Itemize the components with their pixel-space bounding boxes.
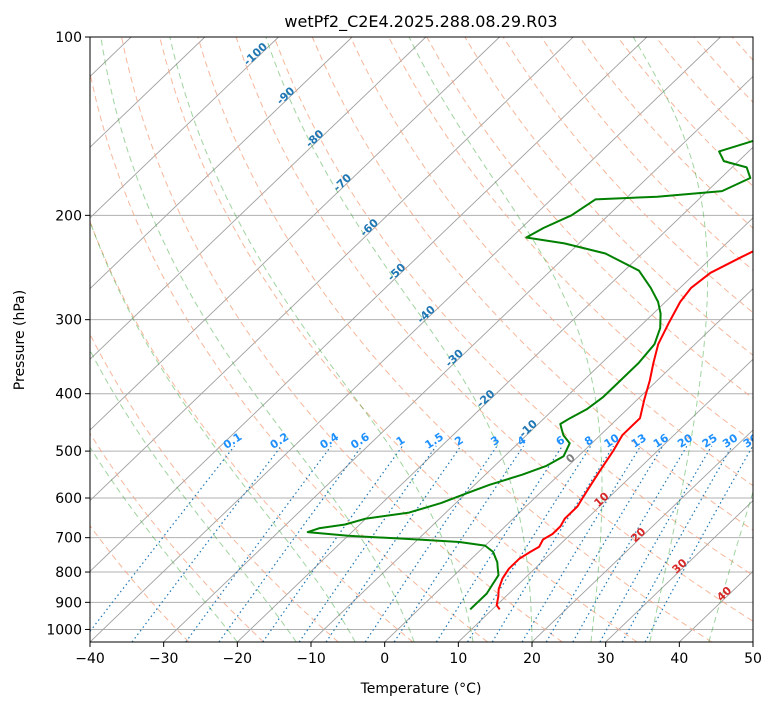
mixing-ratio-line [393, 445, 525, 642]
dry-adiabat [121, 37, 563, 642]
isotherm-line [384, 287, 753, 642]
isotherm-line [531, 429, 753, 642]
moist-adiabat [90, 220, 356, 642]
dry-adiabat [388, 37, 753, 443]
y-axis-label: Pressure (hPa) [12, 290, 28, 390]
dry-adiabat [311, 37, 753, 531]
mixing-ratio-line [185, 445, 332, 642]
chart-title: wetPf2_C2E4.2025.288.08.29.R03 [284, 12, 557, 32]
dry-adiabat [159, 37, 638, 642]
isotherm-line [90, 37, 353, 290]
isotherm-line [458, 358, 753, 642]
moist-adiabat [408, 37, 603, 642]
mixing-ratio-line [545, 445, 664, 642]
profile-lines [306, 139, 753, 611]
isotherm-line [605, 500, 753, 642]
isotherm-line [90, 37, 721, 642]
isotherm-line [90, 37, 279, 219]
y-tick-label: 500 [55, 444, 82, 460]
mixing-ratio-line [644, 445, 753, 642]
dry-adiabat [90, 70, 488, 642]
isotherm-line [90, 37, 648, 572]
y-tick-label: 800 [55, 565, 82, 581]
dry-adiabat [197, 37, 712, 642]
y-tick-label: 700 [55, 531, 82, 547]
dry-adiabat [350, 37, 753, 487]
moist-adiabat [100, 37, 415, 642]
x-tick-label: 40 [670, 651, 688, 667]
mixing-ratio-line [262, 445, 403, 642]
background-lines [90, 37, 753, 642]
x-tick-label: 10 [449, 651, 467, 667]
x-tick-label: 30 [597, 651, 615, 667]
isotherm-line [90, 37, 574, 502]
x-tick-label: −40 [75, 651, 105, 667]
moist-adiabat [169, 37, 474, 642]
dry-adiabat [90, 220, 414, 642]
isotherm-line [90, 37, 500, 431]
mixing-ratio-line [521, 445, 642, 642]
y-tick-label: 400 [55, 387, 82, 403]
y-tick-label: 200 [55, 208, 82, 224]
moist-adiabat [708, 490, 753, 642]
x-tick-label: 20 [523, 651, 541, 667]
x-axis-label: Temperature (°C) [360, 681, 482, 697]
y-tick-label: 100 [55, 30, 82, 46]
mixing-ratio-line [599, 445, 713, 642]
dry-adiabat [90, 333, 339, 642]
mixing-ratio-line [131, 445, 282, 642]
y-tick-label: 600 [55, 491, 82, 507]
mixing-ratio-line [435, 445, 563, 642]
dry-adiabat [426, 37, 753, 399]
x-tick-label: −30 [149, 651, 179, 667]
mixing-ratio-line [621, 445, 733, 642]
moist-adiabat [632, 37, 709, 642]
mixing-ratio-line [466, 445, 592, 642]
moist-adiabat [265, 37, 533, 642]
x-tick-label: −20 [223, 651, 253, 667]
mixing-ratio-line [572, 445, 688, 642]
x-tick-label: 0 [380, 651, 389, 667]
isotherm-line [90, 37, 427, 360]
isotherm-line [237, 146, 753, 642]
x-tick-label: 50 [744, 651, 762, 667]
x-tick-label: −10 [296, 651, 326, 667]
dewpoint-line [306, 139, 753, 611]
plot-frame [89, 36, 754, 643]
mixing-ratio-line [491, 445, 615, 642]
mixing-ratio-line [364, 445, 498, 642]
isotherm-line [163, 75, 753, 642]
axis-ticks: −40 −30 −20 −10 0 10 20 30 40 50 100 200 300 400 500 60… [46, 30, 762, 667]
y-tick-label: 300 [55, 313, 82, 329]
isotherm-line [90, 37, 206, 148]
moist-adiabat [90, 446, 238, 642]
moist-adiabat [90, 349, 297, 642]
temperature-line [495, 250, 753, 610]
y-tick-label: 1000 [46, 622, 82, 638]
y-tick-label: 900 [55, 595, 82, 611]
